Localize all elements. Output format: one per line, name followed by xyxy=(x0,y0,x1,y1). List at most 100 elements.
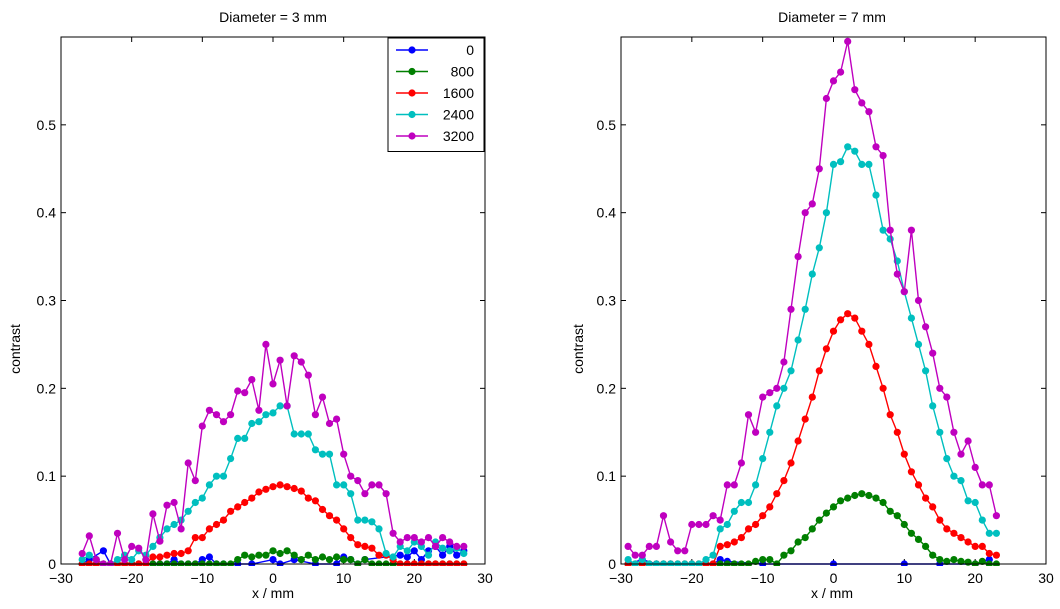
series-3200-point xyxy=(936,384,944,392)
series-800-point xyxy=(248,553,256,561)
series-1600-point xyxy=(453,560,461,566)
series-2400-point xyxy=(822,209,831,217)
series-1600-point xyxy=(851,314,859,322)
series-800-point xyxy=(191,560,199,566)
series-800-point xyxy=(900,520,908,529)
series-3200-point xyxy=(439,534,447,542)
series-3200-point xyxy=(971,463,979,471)
series-2400-point xyxy=(971,498,979,507)
series-1600-point xyxy=(829,327,838,335)
series-3200-point xyxy=(695,520,703,529)
series-1600-point xyxy=(269,483,277,491)
series-800-point xyxy=(255,551,263,559)
series-1600-point xyxy=(333,516,341,524)
series-3200-point xyxy=(858,99,866,107)
series-0-point xyxy=(205,553,213,561)
series-3200-point xyxy=(304,371,312,379)
x-tick-label: 30 xyxy=(477,570,493,586)
series-800-point xyxy=(227,560,235,566)
series-3200-point xyxy=(865,108,873,116)
series-3200-point xyxy=(361,490,369,498)
legend-label: 800 xyxy=(451,64,475,80)
series-2400-point xyxy=(219,472,228,480)
y-tick-label: 0.3 xyxy=(37,293,57,309)
series-800-point xyxy=(156,560,164,566)
series-1600-point xyxy=(424,560,433,566)
series-800-point xyxy=(304,551,312,559)
series-2400-point xyxy=(837,158,845,166)
series-3200-point xyxy=(624,542,632,551)
series-3200-point xyxy=(879,152,887,160)
series-1600-point xyxy=(227,507,235,515)
series-1600-point xyxy=(971,542,979,551)
series-2400-point xyxy=(808,270,816,278)
series-1600-point xyxy=(964,538,972,546)
series-1600-point xyxy=(262,485,270,493)
series-3200-point xyxy=(837,68,845,76)
series-3200-point xyxy=(900,288,908,296)
series-1600-point xyxy=(787,459,795,467)
x-axis-label: x / mm xyxy=(811,585,853,601)
series-1600-point xyxy=(396,560,404,566)
x-tick-label: 20 xyxy=(407,570,423,586)
series-800-point xyxy=(170,560,178,566)
series-800-point xyxy=(361,556,369,564)
series-3200-point xyxy=(716,516,724,524)
series-2400-point xyxy=(340,481,348,489)
series-800-point xyxy=(262,551,270,559)
series-2400-point xyxy=(773,402,781,410)
series-3200-point xyxy=(318,393,327,401)
series-800-point xyxy=(375,560,383,566)
legend-swatch-marker xyxy=(408,46,416,54)
series-0-point xyxy=(333,560,341,566)
series-800-point xyxy=(766,556,774,564)
y-axis-label: contrast xyxy=(570,324,586,374)
series-3200-point xyxy=(431,542,440,551)
series-2400-point xyxy=(681,560,689,566)
series-3200-point xyxy=(347,472,355,480)
series-800-point xyxy=(787,547,795,555)
series-1600-point xyxy=(766,503,774,511)
series-3200-point xyxy=(730,481,738,489)
series-800-point xyxy=(992,560,1000,566)
series-3200-point xyxy=(744,411,753,419)
series-3200-point xyxy=(652,542,661,551)
series-800-point xyxy=(325,556,334,564)
series-0-point xyxy=(396,551,404,559)
legend-label: 0 xyxy=(466,42,474,58)
series-2400-point xyxy=(879,226,887,234)
legend-swatch-marker xyxy=(408,132,416,140)
series-1600-point xyxy=(347,534,355,542)
series-2400-point xyxy=(858,160,866,168)
series-2400-point xyxy=(234,434,242,442)
series-1600-point xyxy=(730,538,738,546)
y-tick-label: 0.2 xyxy=(597,380,617,396)
series-2400-point xyxy=(964,497,972,505)
series-2400-point xyxy=(914,340,923,348)
series-3200-point xyxy=(311,411,319,419)
series-800-point xyxy=(844,494,852,502)
series-800-point xyxy=(198,560,206,566)
series-1600-point xyxy=(759,512,767,520)
series-800-point xyxy=(752,557,760,566)
chart-panel-left: Diameter = 3 mm x / mm contrast xyxy=(7,9,327,601)
series-2400-point xyxy=(688,560,696,566)
series-800-point xyxy=(212,560,221,566)
series-2400-point xyxy=(872,191,880,199)
series-1600-point xyxy=(198,534,206,542)
series-1600-point xyxy=(191,534,199,542)
legend-swatch-marker xyxy=(408,110,416,119)
series-3200-point xyxy=(808,200,816,208)
series-800-point xyxy=(985,560,993,566)
series-3200-point xyxy=(340,450,348,458)
series-800-point xyxy=(815,516,823,524)
series-2400-point xyxy=(389,553,397,561)
series-1600-point xyxy=(368,544,376,552)
series-2400-point xyxy=(659,560,668,566)
series-800-point xyxy=(737,560,745,566)
y-tick-label: 0 xyxy=(48,556,56,572)
series-2400-point xyxy=(907,314,916,322)
series-1600-point xyxy=(248,494,256,502)
series-1600-point xyxy=(311,497,319,505)
series-1600-point xyxy=(808,393,816,401)
